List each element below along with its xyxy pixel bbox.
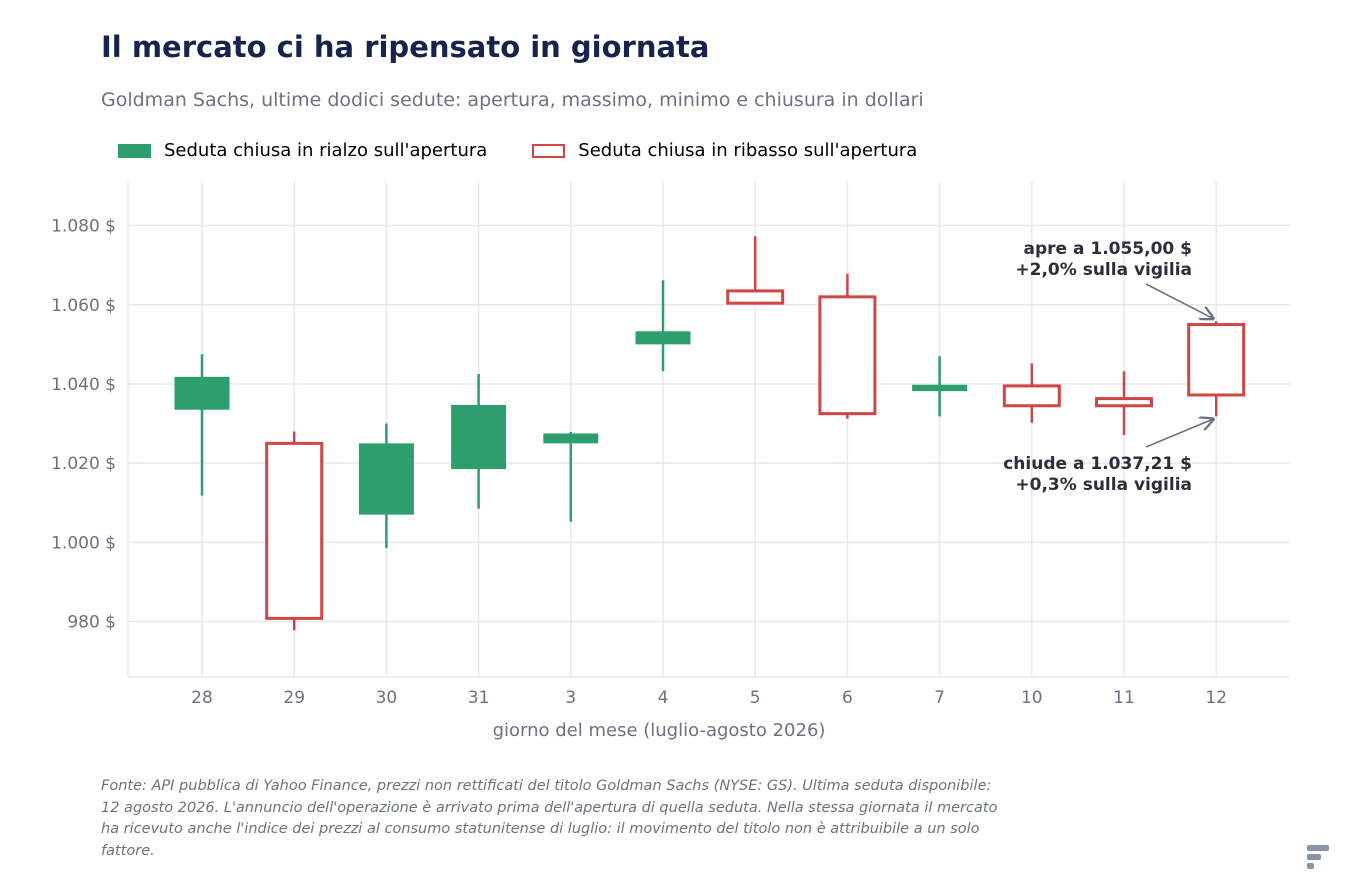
legend-swatch-up [118,143,151,158]
y-tick-label: 1.020 $ [51,454,116,474]
axis-layer: 980 $ 1.000 $ 1.020 $ 1.040 $ 1.060 $ 1.080 $… [51,217,1227,741]
annotation-close-line1: chiude a 1.037,21 $ [1003,454,1192,474]
legend-item-down: Seduta chiusa in ribasso sull'apertura [532,140,917,161]
candlestick-chart: 980 $ 1.000 $ 1.020 $ 1.040 $ 1.060 $ 1.080 $… [51,182,1290,741]
candle-body-up [451,404,507,470]
candle-layer [174,236,1246,631]
candle-body-up [912,384,968,392]
candle [174,354,230,496]
annotation-close-line2: +0,3% sulla vigilia [1015,475,1192,495]
x-tick-label: 5 [750,688,761,708]
candle [358,423,414,549]
annotation-layer: apre a 1.055,00 $+2,0% sulla vigilia chiu… [1003,239,1213,495]
candle-body-up [358,443,414,515]
grid-layer [127,182,1290,678]
x-tick-label: 11 [1113,688,1135,708]
candle [912,356,968,417]
x-tick-label: 6 [842,688,853,708]
annotation-open-line1: apre a 1.055,00 $ [1024,239,1193,259]
y-tick-label: 980 $ [67,613,116,633]
footnote: Fonte: API pubblica di Yahoo Finance, pr… [101,778,998,859]
candle [635,280,691,372]
candle-body-up [543,433,599,444]
x-tick-label: 3 [565,688,576,708]
x-axis-label: giorno del mese (luglio-agosto 2026) [493,720,826,741]
legend-label-up: Seduta chiusa in rialzo sull'apertura [164,140,488,161]
x-tick-label: 29 [283,688,305,708]
x-tick-label: 30 [376,688,398,708]
candle-body-down [818,295,877,416]
x-tick-label: 10 [1021,688,1043,708]
y-tick-label: 1.040 $ [51,375,116,395]
legend-item-up: Seduta chiusa in rialzo sull'apertura [118,140,487,161]
x-tick-label: 12 [1205,688,1227,708]
candle [726,236,785,305]
y-tick-label: 1.000 $ [51,533,116,553]
candle-body-up [635,331,691,345]
x-tick-label: 28 [191,688,213,708]
candle [265,431,324,631]
candle-body-down [1187,323,1246,397]
candle [1095,371,1153,436]
candle [543,431,599,522]
chart-title: Il mercato ci ha ripensato in giornata [101,30,710,64]
legend-label-down: Seduta chiusa in ribasso sull'apertura [578,140,918,161]
x-tick-label: 31 [468,688,490,708]
annotation-open-arrow [1145,283,1213,319]
candle-body-down [265,441,324,620]
publisher-logo-icon [1307,845,1329,869]
x-tick-label: 4 [658,688,669,708]
candle-body-down [726,289,785,305]
chart-subtitle: Goldman Sachs, ultime dodici sedute: ape… [101,89,924,111]
candle [451,374,507,509]
x-tick-label: 7 [934,688,945,708]
candle-body-up [174,376,230,410]
annotation-open-line2: +2,0% sulla vigilia [1015,260,1192,280]
candle [1187,321,1246,417]
candle [818,273,877,419]
annotation-close-arrow [1145,419,1213,448]
candle-body-down [1095,397,1153,408]
y-tick-label: 1.060 $ [51,296,116,316]
y-tick-label: 1.080 $ [51,217,116,237]
candle [1002,363,1061,423]
legend-swatch-down [532,143,566,158]
chart-legend: Seduta chiusa in rialzo sull'apertura Se… [118,140,962,161]
candle-body-down [1002,384,1061,408]
